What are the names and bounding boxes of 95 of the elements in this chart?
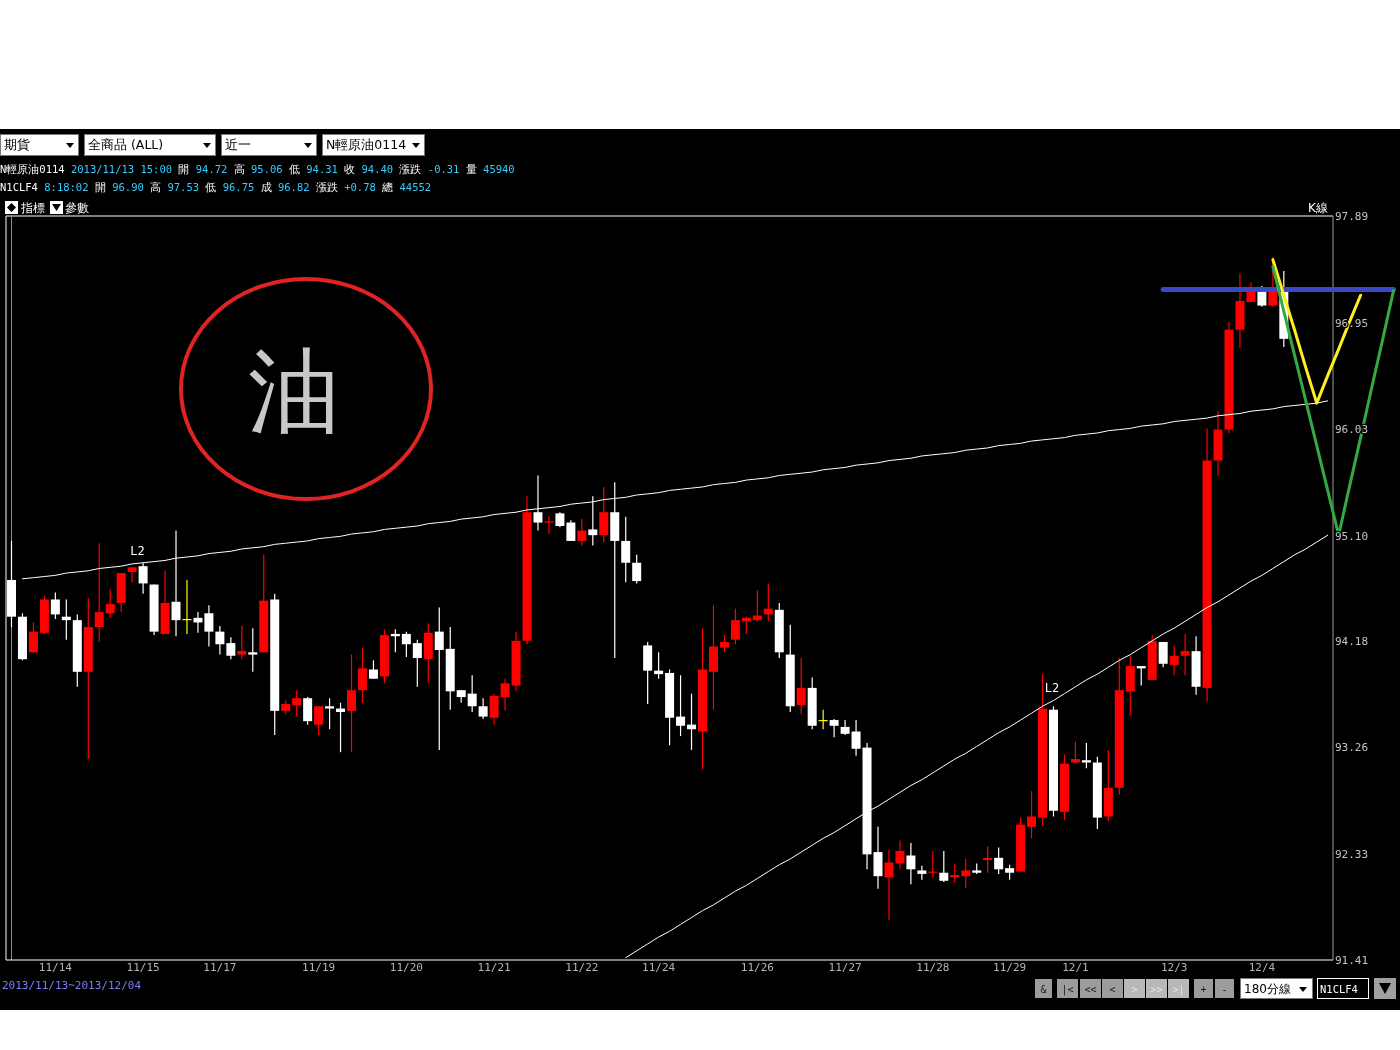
text: N1CLF4 (1320, 983, 1358, 995)
candlestick (632, 554, 642, 585)
candlestick (105, 588, 115, 619)
text: - (1221, 984, 1228, 995)
text: << (1084, 984, 1097, 995)
x-tick-label: 11/14 (38, 961, 73, 974)
candlestick (939, 850, 949, 883)
text: > (1131, 984, 1138, 995)
candlestick (884, 849, 894, 921)
candlestick (566, 519, 576, 542)
x-tick-label: 11/28 (916, 961, 950, 974)
candlestick (401, 631, 411, 658)
y-tick-label: 93.26 (1335, 741, 1369, 755)
x-tick-label: 12/4 (1248, 961, 1276, 974)
candlestick (599, 486, 609, 543)
text: + (1200, 984, 1207, 995)
candlestick (347, 653, 357, 753)
x-tick-label: 11/24 (642, 961, 676, 974)
candlestick (676, 674, 686, 737)
text: 2013/11/13~2013/12/04 (2, 979, 142, 992)
candlestick (1070, 741, 1080, 765)
text: 近一 (225, 137, 251, 152)
candlestick (50, 591, 60, 620)
candlestick (577, 518, 587, 547)
candlestick (895, 839, 905, 870)
candlestick (1158, 641, 1168, 668)
candlestick (961, 858, 971, 889)
candlestick (533, 474, 543, 532)
candlestick (1081, 742, 1091, 769)
text: 期貨 (4, 137, 30, 152)
candlestick (357, 647, 367, 704)
y-tick-label: 91.41 (1335, 953, 1369, 967)
candlestick (1027, 790, 1037, 839)
annotation: L2 (1044, 681, 1060, 695)
x-tick-label: 11/27 (828, 961, 862, 974)
text: >| (1172, 984, 1185, 996)
text: |< (1061, 984, 1074, 996)
text: >> (1150, 984, 1163, 995)
text: N輕原油0114 (326, 137, 407, 152)
candlestick (412, 639, 422, 688)
candlestick (478, 697, 488, 720)
candlestick (204, 604, 214, 648)
candlestick (314, 705, 324, 736)
x-tick-label: 11/19 (302, 961, 336, 974)
text: N輕原油0114 2013/11/13 15:00 開 94.72 高 95.06 低 94.31 收 94.40 漲跌 -0.31 量 45940 (0, 163, 515, 175)
x-tick-label: 11/21 (477, 961, 511, 974)
candlestick (28, 621, 38, 655)
text: < (1109, 984, 1116, 995)
annotation: L2 (130, 544, 145, 558)
candlestick (226, 636, 236, 660)
candlestick (829, 718, 839, 738)
annotation: 油 (248, 337, 340, 445)
candlestick (94, 542, 104, 643)
candlestick (994, 846, 1004, 875)
candlestick (621, 516, 631, 583)
text: 180分線 (1244, 982, 1291, 996)
y-tick-label: 97.89 (1335, 209, 1369, 223)
x-tick-label: 11/15 (126, 961, 160, 974)
candlestick (467, 674, 477, 713)
candlestick (917, 865, 927, 881)
text: K線 (1308, 201, 1328, 215)
text: N1CLF4 8:18:02 開 96.90 高 97.53 低 96.75 成 96.82 漲跌 +0.78 總 44552 (0, 181, 432, 193)
candlestick (215, 625, 225, 656)
candlestick (1169, 644, 1179, 676)
candlestick (237, 625, 247, 660)
text: 指標 (20, 201, 45, 215)
text: 全商品 (ALL) (88, 137, 164, 152)
candlestick (1180, 633, 1190, 676)
candlestick (434, 606, 444, 751)
candlestick (303, 696, 313, 726)
x-tick-label: 11/26 (740, 961, 774, 974)
candlestick (489, 693, 499, 726)
candlestick (796, 657, 806, 715)
candlestick (906, 842, 916, 885)
candlestick (368, 659, 378, 680)
candlestick (588, 495, 598, 547)
x-tick-label: 11/17 (203, 961, 237, 974)
y-tick-label: 95.10 (1335, 529, 1369, 543)
candlestick (730, 608, 740, 645)
candlestick (248, 627, 258, 673)
text: 參數 (65, 201, 89, 215)
candlestick (544, 515, 554, 535)
x-tick-label: 11/22 (565, 961, 599, 974)
x-tick-label: 12/1 (1062, 961, 1089, 974)
x-tick-label: 11/20 (389, 961, 423, 974)
text: & (1040, 984, 1047, 995)
candlestick (127, 566, 137, 583)
y-tick-label: 92.33 (1335, 847, 1369, 861)
candlestick (325, 697, 335, 730)
x-tick-label: 11/29 (993, 961, 1027, 974)
x-tick-label: 12/3 (1160, 961, 1188, 974)
candlestick (500, 678, 510, 712)
candlestick (851, 719, 861, 757)
candlestick (292, 689, 302, 718)
y-tick-label: 94.18 (1335, 635, 1369, 649)
